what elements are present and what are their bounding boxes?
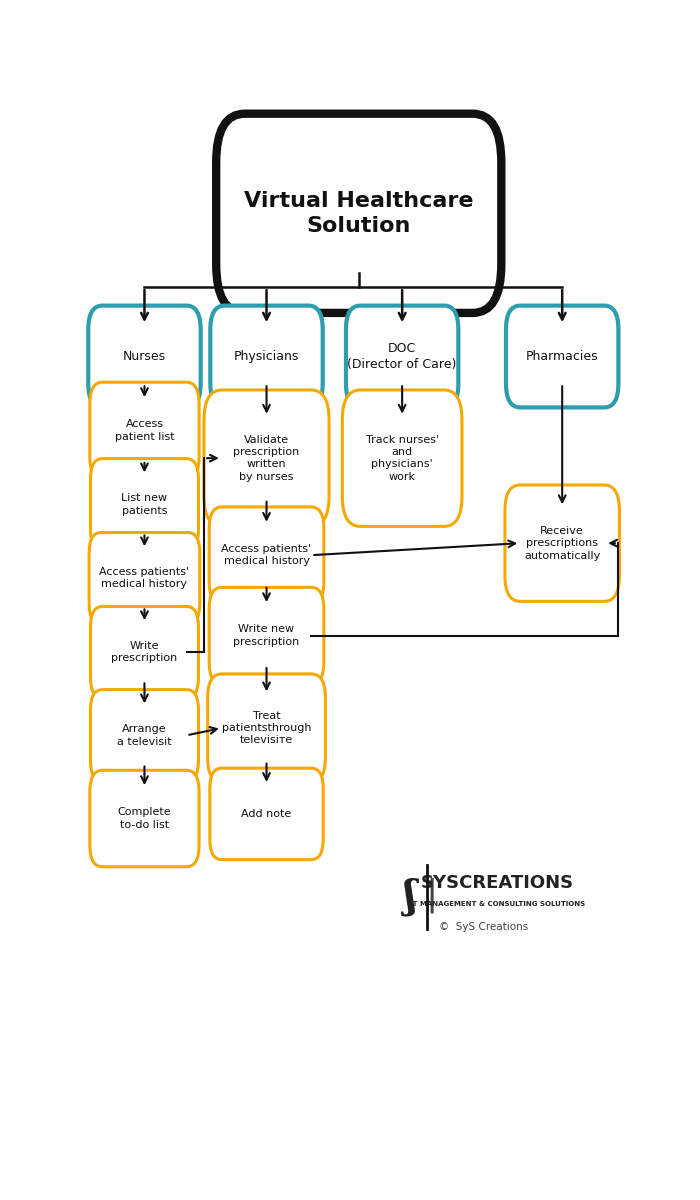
FancyBboxPatch shape [88, 306, 201, 408]
FancyBboxPatch shape [342, 390, 462, 527]
FancyBboxPatch shape [204, 390, 329, 527]
Text: DOC
(Director of Care): DOC (Director of Care) [347, 342, 457, 371]
Text: Write
prescription: Write prescription [111, 641, 178, 664]
FancyBboxPatch shape [90, 770, 199, 866]
Text: Access patients'
medical history: Access patients' medical history [99, 568, 190, 589]
FancyBboxPatch shape [346, 306, 458, 408]
FancyBboxPatch shape [90, 458, 198, 550]
Text: Physicians: Physicians [234, 350, 299, 364]
FancyBboxPatch shape [209, 506, 324, 604]
Text: Validate
prescription
written
by nurses: Validate prescription written by nurses [233, 434, 300, 481]
Text: Arrange
a televisit: Arrange a televisit [117, 724, 172, 746]
FancyBboxPatch shape [506, 306, 618, 408]
Text: ©  SyS Creations: © SyS Creations [439, 922, 528, 931]
Text: Treat
patientsthrough
televisiте: Treat patientsthrough televisiте [222, 710, 312, 745]
Text: ʃ: ʃ [404, 878, 416, 917]
FancyBboxPatch shape [90, 606, 198, 698]
FancyBboxPatch shape [210, 306, 323, 408]
Text: |: | [426, 877, 438, 913]
Text: Nurses: Nurses [123, 350, 166, 364]
FancyBboxPatch shape [505, 485, 620, 601]
Text: Add note: Add note [241, 809, 292, 818]
FancyBboxPatch shape [209, 587, 324, 684]
FancyBboxPatch shape [90, 690, 198, 781]
Text: Pharmacies: Pharmacies [526, 350, 598, 364]
FancyBboxPatch shape [208, 674, 326, 782]
Text: List new
patients: List new patients [121, 493, 167, 516]
Text: Access patients'
medical history: Access patients' medical history [221, 544, 312, 566]
Text: Virtual Healthcare
Solution: Virtual Healthcare Solution [244, 191, 473, 235]
Text: Write new
prescription: Write new prescription [233, 624, 300, 647]
Text: SYSCREATIONS: SYSCREATIONS [421, 874, 574, 893]
Text: Receive
prescriptions
automatically: Receive prescriptions automatically [524, 526, 601, 560]
FancyBboxPatch shape [210, 768, 323, 859]
FancyBboxPatch shape [216, 114, 501, 313]
FancyBboxPatch shape [89, 533, 200, 624]
FancyBboxPatch shape [90, 383, 199, 479]
Text: Complete
to-do list: Complete to-do list [118, 808, 172, 829]
Text: Access
patient list: Access patient list [115, 419, 174, 442]
Text: Track nurses'
and
physicians'
work: Track nurses' and physicians' work [365, 434, 439, 481]
Text: IT MANAGEMENT & CONSULTING SOLUTIONS: IT MANAGEMENT & CONSULTING SOLUTIONS [410, 901, 584, 907]
